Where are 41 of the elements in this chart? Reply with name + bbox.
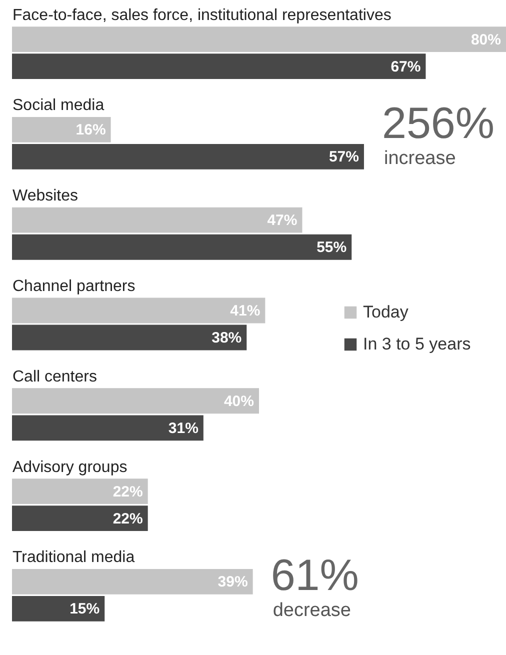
annotation: decrease (272, 600, 351, 622)
bar (12, 596, 105, 622)
bar (12, 26, 506, 52)
bar (12, 506, 148, 532)
bar (12, 234, 352, 260)
y-tick-label: Face-to-face, sales force, institutional representatives (12, 6, 392, 24)
bar (12, 298, 266, 324)
data-label: 22% (112, 510, 143, 528)
data-label: 16% (76, 122, 106, 139)
data-label: 39% (218, 574, 248, 591)
annotation: 61% (270, 551, 359, 600)
data-label: 40% (224, 392, 254, 410)
bar (12, 207, 302, 233)
y-tick-label: Call centers (12, 368, 97, 386)
bar (12, 324, 247, 350)
bar (12, 54, 426, 80)
bar (12, 478, 148, 504)
y-tick-label: Traditional media (12, 549, 135, 566)
bar (12, 388, 259, 414)
y-tick-label: Channel partners (12, 278, 136, 295)
data-label: 55% (316, 239, 347, 256)
y-tick-label: Websites (12, 188, 78, 205)
data-label: 67% (390, 58, 421, 76)
legend-label: Today (363, 302, 409, 322)
bar (12, 116, 111, 142)
data-label: 41% (230, 302, 260, 320)
data-label: 47% (267, 212, 298, 230)
bar (12, 415, 204, 441)
legend-label: In 3 to 5 years (363, 334, 471, 354)
data-label: 38% (212, 330, 242, 347)
data-label: 31% (168, 420, 198, 437)
data-label: 57% (328, 148, 359, 166)
data-label: 80% (470, 31, 501, 48)
bar (12, 144, 364, 170)
bar (12, 568, 253, 594)
annotation: increase (384, 148, 456, 170)
y-tick-label: Advisory groups (12, 458, 128, 476)
data-label: 22% (112, 483, 143, 500)
data-label: 15% (70, 600, 100, 618)
annotation: 256% (382, 99, 495, 148)
y-tick-label: Social media (12, 97, 104, 114)
